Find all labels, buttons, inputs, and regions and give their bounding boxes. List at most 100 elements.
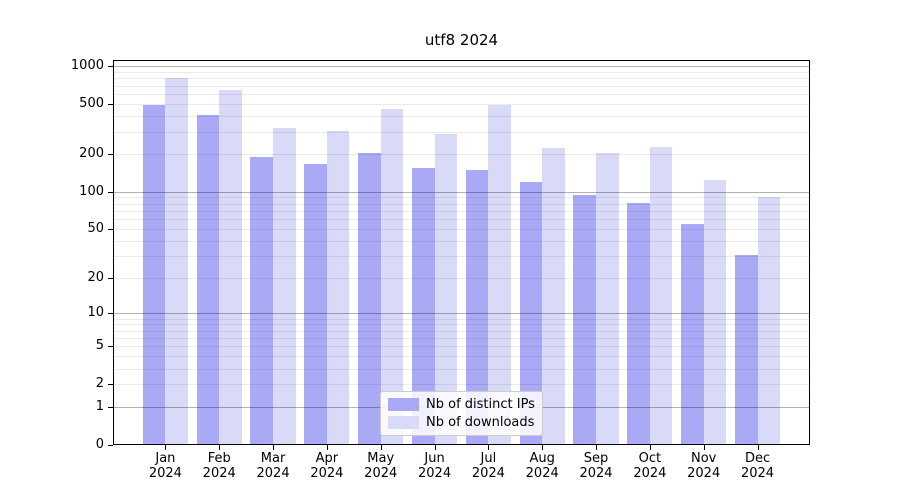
x-tick-label-mar: Mar 2024 <box>243 451 303 481</box>
legend-label-distinct-ips: Nb of distinct IPs <box>426 397 535 412</box>
gridline-minor-600 <box>114 94 809 95</box>
legend-label-downloads: Nb of downloads <box>426 415 535 430</box>
gridline-minor-30 <box>114 256 809 258</box>
bar-downloads-sep <box>596 152 619 444</box>
x-tick-dec <box>757 445 759 450</box>
bar-downloads-mar <box>273 128 296 444</box>
bar-distinct-ips-jun <box>411 167 435 444</box>
x-tick-oct <box>649 445 651 450</box>
bar-distinct-ips-apr <box>304 163 327 444</box>
y-tick-500 <box>108 103 113 105</box>
gridline-minor-7 <box>114 330 809 332</box>
bar-distinct-ips-mar <box>250 156 274 444</box>
bar-distinct-ips-dec <box>734 254 758 444</box>
x-tick-year-feb: 2024 <box>202 466 236 481</box>
bar-distinct-ips-oct <box>627 203 650 444</box>
bar-downloads-jul <box>488 105 511 444</box>
y-tick-label-10: 10 <box>87 305 104 321</box>
x-tick-mar <box>273 445 275 450</box>
y-tick-20 <box>108 277 113 279</box>
gridline-minor-20 <box>114 277 809 279</box>
x-tick-jan <box>165 445 167 450</box>
bar-distinct-ips-nov <box>681 224 704 444</box>
gridline-minor-700 <box>114 85 809 87</box>
gridline-minor-5 <box>114 346 809 348</box>
y-tick-100 <box>108 191 113 193</box>
x-tick-label-feb: Feb 2024 <box>189 451 249 481</box>
x-tick-year-nov: 2024 <box>687 466 721 481</box>
gridline-minor-6 <box>114 338 809 340</box>
gridline-minor-800 <box>114 78 809 80</box>
y-tick-label-200: 200 <box>79 146 104 162</box>
x-tick-nov <box>703 445 705 450</box>
x-tick-label-may: May 2024 <box>351 451 411 481</box>
y-tick-label-0: 0 <box>95 436 104 452</box>
legend-swatch-distinct-ips <box>388 398 419 411</box>
gridline-minor-70 <box>114 211 809 213</box>
bar-distinct-ips-feb <box>196 114 220 444</box>
gridline-minor-2 <box>114 384 809 386</box>
bar-downloads-nov <box>703 179 727 444</box>
bar-downloads-dec <box>757 197 781 444</box>
x-tick-label-aug: Aug 2024 <box>512 451 572 481</box>
bar-downloads-may <box>380 108 404 444</box>
y-tick-label-1: 1 <box>95 398 104 414</box>
bar-distinct-ips-jul <box>465 169 489 444</box>
x-tick-label-dec: Dec 2024 <box>728 451 788 481</box>
x-tick-label-sep: Sep 2024 <box>566 451 626 481</box>
bar-downloads-feb <box>219 90 242 444</box>
legend: Nb of distinct IPs Nb of downloads <box>380 391 543 436</box>
legend-item-downloads: Nb of downloads <box>388 415 535 430</box>
gridline-minor-4 <box>114 356 809 358</box>
gridline-minor-60 <box>114 219 809 221</box>
y-tick-label-50: 50 <box>87 221 104 237</box>
x-tick-label-jan: Jan 2024 <box>135 451 195 481</box>
gridline-minor-400 <box>114 116 809 118</box>
legend-swatch-downloads <box>388 416 419 429</box>
gridline-minor-8 <box>114 324 809 326</box>
gridline-minor-3 <box>114 368 809 370</box>
gridline-major-100 <box>114 191 809 193</box>
bar-distinct-ips-jan <box>142 105 166 444</box>
x-tick-label-jul: Jul 2024 <box>458 451 518 481</box>
x-tick-year-jul: 2024 <box>471 466 505 481</box>
x-tick-apr <box>326 445 328 450</box>
x-tick-year-sep: 2024 <box>579 466 613 481</box>
y-tick-5 <box>108 346 113 348</box>
gridline-minor-90 <box>114 197 809 199</box>
x-tick-may <box>380 445 382 450</box>
gridline-minor-50 <box>114 229 809 231</box>
chart-title: utf8 2024 <box>424 31 499 49</box>
gridline-minor-200 <box>114 154 809 156</box>
gridline-major-1000 <box>114 66 809 68</box>
x-tick-year-jan: 2024 <box>148 466 182 481</box>
bar-downloads-aug <box>542 147 565 444</box>
x-tick-jul <box>488 445 490 450</box>
bar-distinct-ips-aug <box>519 181 543 444</box>
x-tick-year-dec: 2024 <box>740 466 775 481</box>
y-tick-label-500: 500 <box>79 95 104 111</box>
y-tick-200 <box>108 154 113 156</box>
gridline-minor-40 <box>114 241 809 243</box>
legend-item-distinct-ips: Nb of distinct IPs <box>388 397 535 412</box>
y-tick-2 <box>108 384 113 386</box>
y-tick-label-1000: 1000 <box>70 58 104 74</box>
bar-distinct-ips-sep <box>573 194 597 444</box>
gridline-minor-900 <box>114 71 809 73</box>
y-tick-1 <box>108 406 113 408</box>
bar-downloads-jan <box>165 78 188 444</box>
x-tick-aug <box>542 445 544 450</box>
gridline-minor-80 <box>114 203 809 205</box>
x-tick-label-apr: Apr 2024 <box>297 451 357 481</box>
x-tick-year-apr: 2024 <box>310 466 344 481</box>
bar-downloads-jun <box>434 133 458 444</box>
y-tick-label-2: 2 <box>95 376 104 392</box>
x-tick-year-aug: 2024 <box>525 466 559 481</box>
y-tick-50 <box>108 229 113 231</box>
y-tick-label-5: 5 <box>95 338 104 354</box>
y-tick-label-20: 20 <box>87 269 104 285</box>
x-tick-year-oct: 2024 <box>633 466 667 481</box>
bar-downloads-oct <box>649 146 673 444</box>
y-tick-label-100: 100 <box>79 183 104 199</box>
